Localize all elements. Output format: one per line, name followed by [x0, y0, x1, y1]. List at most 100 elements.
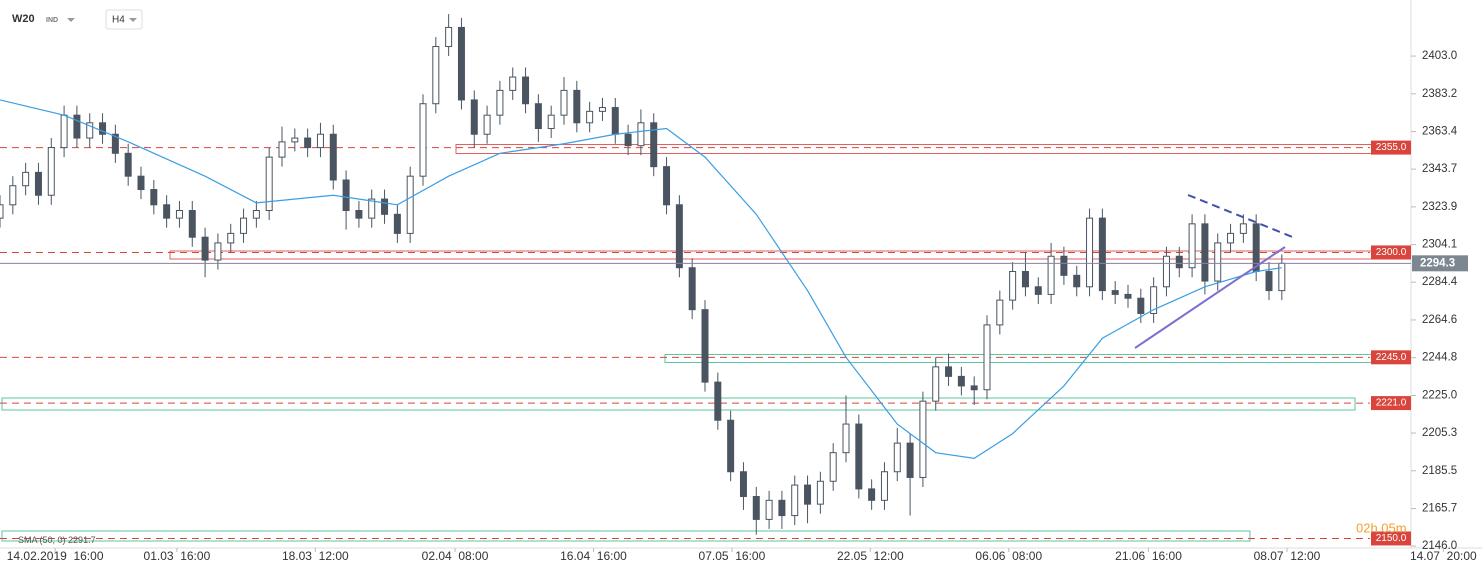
candle-body — [688, 267, 696, 311]
y-tick-label: 2165.7 — [1422, 503, 1457, 515]
market: IND — [46, 17, 58, 24]
candle-body — [1098, 217, 1106, 292]
candle-body — [1047, 255, 1055, 295]
indicator-label: SMA (50, 0) 2291.7 — [18, 535, 96, 545]
candle-body — [791, 484, 799, 517]
candle-body — [1227, 232, 1235, 244]
candle-body — [624, 133, 632, 147]
candle-body — [137, 175, 145, 191]
y-tick-label: 2244.8 — [1422, 352, 1457, 364]
candle-body — [1162, 255, 1170, 288]
candle-body — [483, 114, 491, 135]
level-tag — [1371, 350, 1411, 365]
y-tick-label: 2264.6 — [1422, 314, 1457, 326]
candle-body — [304, 137, 312, 149]
candle-body — [1150, 286, 1158, 314]
candle-body — [1060, 255, 1068, 276]
candle-body — [355, 210, 363, 219]
plot: 2294.3 — [0, 14, 1468, 535]
candle-body — [637, 122, 645, 147]
level-tag — [1371, 245, 1411, 260]
candle-body — [381, 198, 389, 215]
candle-body — [470, 99, 478, 135]
candle-body — [1009, 271, 1017, 301]
candle-body — [573, 89, 581, 124]
candle-body — [432, 46, 440, 105]
candle-body — [252, 210, 260, 219]
candle-body — [1214, 242, 1222, 282]
axes: 2403.0 2383.2 2363.4 2343.7 2323.9 2304.1 2284… — [7, 50, 1477, 563]
candle-body — [1239, 223, 1247, 234]
interval: H4 — [112, 15, 125, 26]
trend-line — [1187, 194, 1296, 239]
candle-body — [752, 496, 760, 520]
candle-body — [919, 400, 927, 478]
x-tick-label: 14.07 20:00 — [1410, 549, 1477, 563]
candle-body — [598, 107, 606, 112]
candle-body — [34, 171, 42, 196]
candle-body — [970, 385, 978, 391]
zone — [1, 530, 1251, 542]
candle-body — [1175, 255, 1183, 269]
dropdown-arrow — [129, 18, 137, 22]
interval-select[interactable] — [105, 9, 143, 30]
candle-body — [0, 204, 4, 219]
candle-body — [406, 175, 414, 234]
candle-body — [1278, 262, 1286, 292]
y-tick-label: 2343.7 — [1422, 163, 1457, 175]
candle-body — [175, 210, 183, 219]
price-label: 2294.3 — [1420, 257, 1455, 269]
candle-body — [893, 442, 901, 473]
y-tick-label: 2205.3 — [1422, 427, 1457, 439]
level-tag — [1371, 140, 1411, 155]
candle-body — [727, 419, 735, 473]
x-tick-label: 16.04 16:00 — [560, 549, 627, 563]
zone — [1, 397, 1356, 411]
candle-body — [880, 471, 888, 501]
candle-body — [829, 452, 837, 482]
candle-body — [1111, 290, 1119, 295]
x-tick-label: 08.07 12:00 — [1254, 549, 1321, 563]
candle-body — [111, 133, 119, 154]
candle-body — [739, 471, 747, 498]
candle-body — [99, 122, 107, 135]
x-tick-label: 21.06 16:00 — [1115, 549, 1182, 563]
candle-body — [611, 107, 619, 135]
x-tick-label: 14.02.2019 16:00 — [7, 549, 104, 563]
level-label: 2300.0 — [1376, 247, 1407, 258]
candle-body — [419, 103, 427, 177]
candle-body — [265, 156, 273, 212]
candle-body — [496, 89, 504, 116]
x-tick-label: 18.03 12:00 — [282, 549, 349, 563]
candle-body — [534, 103, 542, 130]
candle-body — [663, 166, 671, 206]
x-tick-label: 06.06 08:00 — [975, 549, 1042, 563]
candle-body — [945, 366, 953, 377]
candle-body — [60, 114, 68, 149]
candle-body — [1188, 223, 1196, 269]
level-tag — [1371, 531, 1411, 546]
dropdown-arrow[interactable] — [67, 18, 75, 22]
candle-body — [714, 381, 722, 421]
candle-body — [457, 26, 465, 101]
indicator-name: SMA (50, 0) — [18, 535, 66, 545]
candle-body — [1201, 223, 1209, 282]
y-tick-label: 2403.0 — [1422, 50, 1457, 62]
candle-body — [214, 242, 222, 261]
candle-body — [1137, 297, 1145, 314]
level-label: 2221.0 — [1376, 398, 1407, 409]
level-label: 2150.0 — [1376, 533, 1407, 544]
candle-body — [701, 309, 709, 383]
candle-body — [291, 137, 299, 143]
candle-body — [560, 89, 568, 116]
candle-body — [996, 299, 1004, 326]
candle-body — [86, 122, 94, 139]
x-tick-label: 22.05 12:00 — [837, 549, 904, 563]
candle-body — [445, 26, 453, 48]
candle-body — [240, 217, 248, 234]
candle-body — [150, 189, 158, 206]
candle-body — [842, 423, 850, 454]
y-tick-label: 2185.5 — [1422, 465, 1457, 477]
x-tick-label: 07.05 16:00 — [699, 549, 766, 563]
candle-body — [906, 442, 914, 478]
